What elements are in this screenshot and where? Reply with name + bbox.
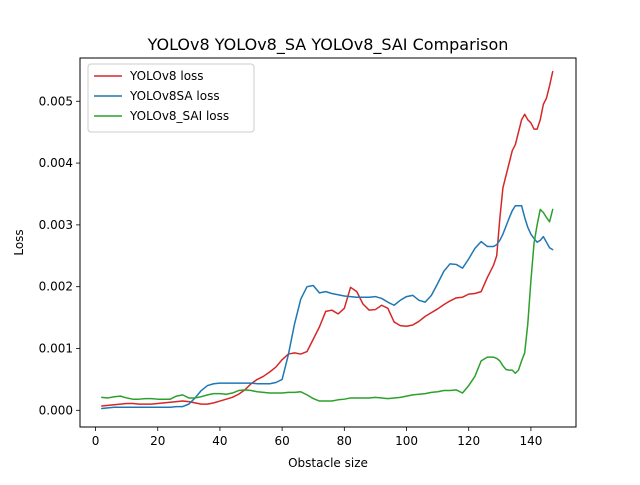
y-tick-label: 0.002: [39, 280, 73, 294]
legend: YOLOv8 loss YOLOv8SA loss YOLOv8_SAI loss: [87, 63, 255, 133]
plot-area-frame: [79, 57, 577, 428]
x-tick-label: 0: [92, 434, 100, 448]
legend-box: [87, 63, 255, 133]
x-tick-label: 60: [274, 434, 289, 448]
x-axis: 0 20 40 60 80 100 120 140: [92, 427, 542, 448]
x-axis-label: Obstacle size: [288, 456, 368, 470]
x-tick-label: 100: [395, 434, 418, 448]
x-tick-label: 140: [519, 434, 542, 448]
x-tick-label: 80: [337, 434, 352, 448]
legend-label-2: YOLOv8SA loss: [129, 89, 220, 103]
x-tick-label: 20: [150, 434, 165, 448]
legend-label-3: YOLOv8_SAI loss: [129, 109, 229, 123]
series-line-1: [101, 70, 554, 407]
x-tick-label: 120: [457, 434, 480, 448]
y-tick-label: 0.003: [39, 218, 73, 232]
x-tick-label: 40: [212, 434, 227, 448]
y-tick-label: 0.004: [39, 156, 73, 170]
y-axis: 0.000 0.001 0.002 0.003 0.004 0.005: [39, 94, 80, 417]
y-axis-label: Loss: [12, 229, 26, 255]
y-tick-label: 0.000: [39, 403, 73, 417]
series-layer: [101, 70, 554, 410]
chart-title: YOLOv8 YOLOv8_SA YOLOv8_SAI Comparison: [147, 35, 509, 55]
series-line-3: [101, 208, 554, 402]
y-tick-label: 0.001: [39, 342, 73, 356]
y-tick-label: 0.005: [39, 94, 73, 108]
series-line-2: [101, 204, 554, 410]
legend-label-1: YOLOv8 loss: [129, 69, 204, 83]
